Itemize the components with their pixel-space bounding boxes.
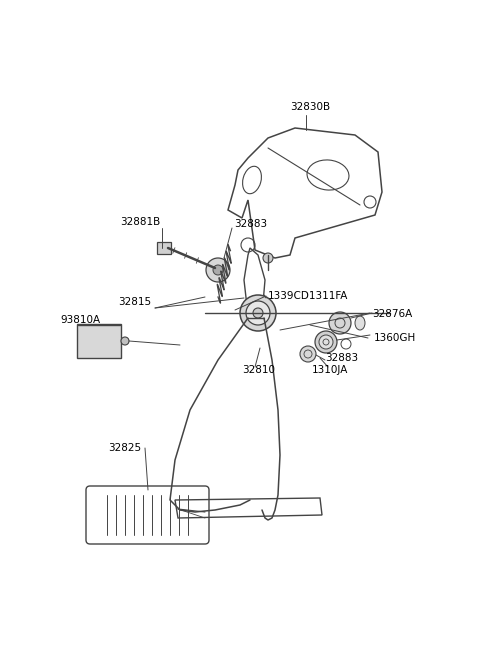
Text: 32815: 32815 — [118, 297, 151, 307]
FancyBboxPatch shape — [157, 242, 171, 254]
Text: 32883: 32883 — [325, 353, 358, 363]
Text: 1339CD1311FA: 1339CD1311FA — [268, 291, 348, 301]
Text: 1360GH: 1360GH — [374, 333, 416, 343]
Circle shape — [121, 337, 129, 345]
Text: 32825: 32825 — [108, 443, 141, 453]
Circle shape — [263, 253, 273, 263]
Text: 32830B: 32830B — [290, 102, 330, 112]
Text: 32881B: 32881B — [120, 217, 160, 227]
Text: 32883: 32883 — [234, 219, 267, 229]
Circle shape — [246, 301, 270, 325]
Circle shape — [329, 312, 351, 334]
Ellipse shape — [355, 316, 365, 330]
Text: 32876A: 32876A — [372, 309, 412, 319]
Circle shape — [315, 331, 337, 353]
Circle shape — [300, 346, 316, 362]
Text: 32810: 32810 — [242, 365, 275, 375]
Text: 93810A: 93810A — [60, 315, 100, 325]
Circle shape — [319, 335, 333, 349]
Circle shape — [206, 258, 230, 282]
Circle shape — [240, 295, 276, 331]
FancyBboxPatch shape — [77, 324, 121, 358]
Circle shape — [253, 308, 263, 318]
Text: 1310JA: 1310JA — [312, 365, 348, 375]
Circle shape — [213, 265, 223, 275]
